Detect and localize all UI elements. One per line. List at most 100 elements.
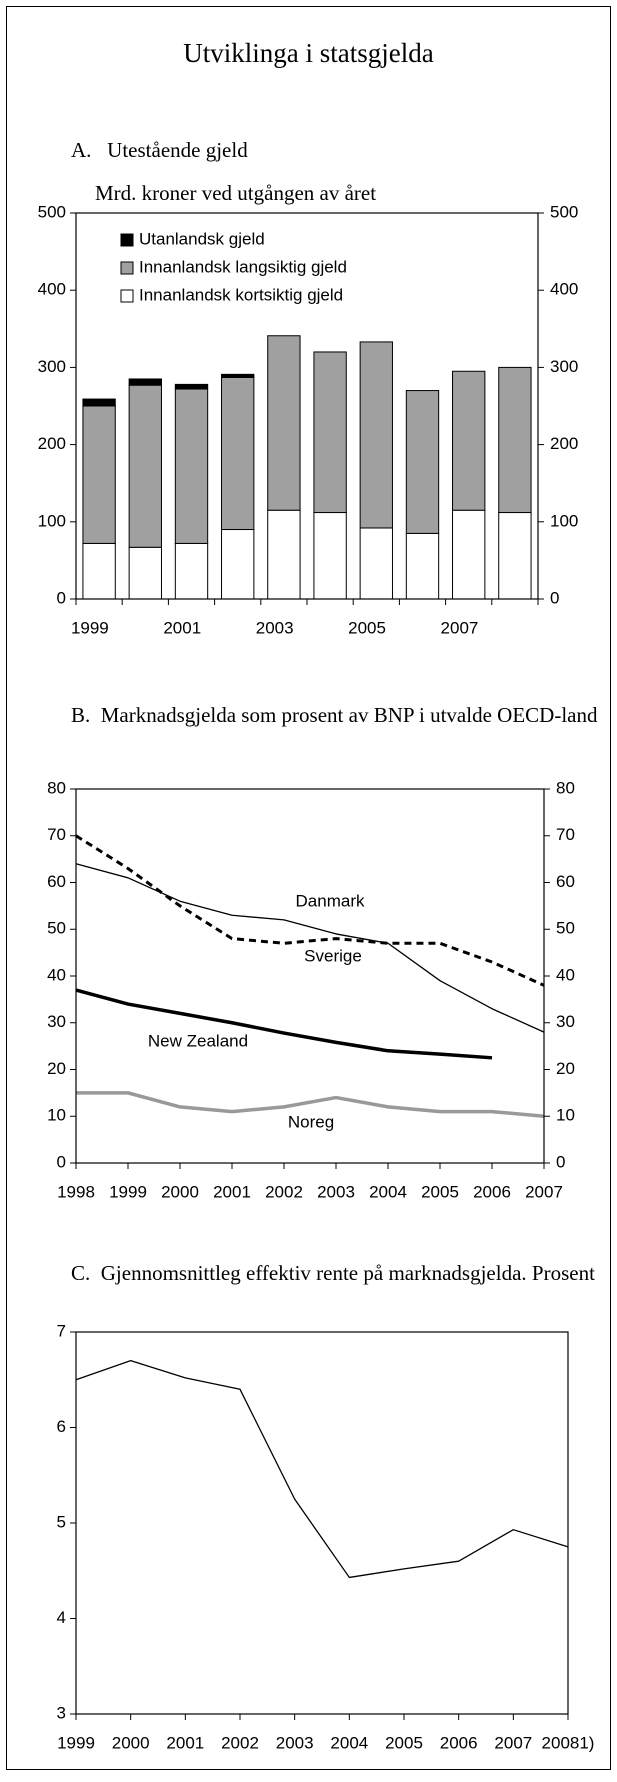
legend-swatch xyxy=(120,261,134,275)
x-tick-label: 2001 xyxy=(213,1182,251,1201)
bar-segment xyxy=(498,366,532,514)
y2-tick-label: 300 xyxy=(550,357,578,376)
y2-tick-label: 10 xyxy=(556,1106,575,1125)
y2-tick-label: 20 xyxy=(556,1059,575,1078)
legend-swatch xyxy=(120,289,134,303)
x-tick-label: 2005 xyxy=(385,1733,423,1752)
x-tick-label: 2007 xyxy=(441,618,479,637)
y2-tick-label: 40 xyxy=(556,965,575,984)
x-tick-label: 2004 xyxy=(330,1733,368,1752)
line xyxy=(76,1091,545,1118)
y-tick-label: 500 xyxy=(38,202,66,221)
x-tick-label: 2003 xyxy=(256,618,294,637)
bar-segment xyxy=(221,373,255,378)
chart-title: A. Utestående gjeld xyxy=(71,138,248,162)
y2-tick-label: 0 xyxy=(556,1152,565,1171)
page-title: Utviklinga i statsgjelda xyxy=(183,38,434,68)
chart-title: B. Marknadsgjelda som prosent av BNP i u… xyxy=(71,703,598,727)
y2-tick-label: 200 xyxy=(550,434,578,453)
y2-tick-label: 30 xyxy=(556,1012,575,1031)
plot-frame xyxy=(75,1331,569,1715)
x-tick-label: 2007 xyxy=(494,1733,532,1752)
bar-segment xyxy=(128,546,162,600)
x-tick-label: 1998 xyxy=(57,1182,95,1201)
bar-segment xyxy=(174,383,209,390)
bar-segment xyxy=(82,542,116,600)
legend-label: Innanlandsk langsiktig gjeld xyxy=(139,257,347,276)
x-tick-label: 2001 xyxy=(166,1733,204,1752)
y2-tick-label: 70 xyxy=(556,825,575,844)
bar-segment xyxy=(267,335,301,511)
chart-title: C. Gjennomsnittleg effektiv rente på mar… xyxy=(71,1261,595,1285)
y-tick-label: 60 xyxy=(47,872,66,891)
x-tick-label: 2007 xyxy=(525,1182,563,1201)
line xyxy=(75,863,545,1033)
y2-tick-label: 100 xyxy=(550,511,578,530)
x-tick-label: 2005 xyxy=(348,618,386,637)
series-label: New Zealand xyxy=(148,1031,248,1050)
bar-segment xyxy=(221,529,255,600)
y2-tick-label: 500 xyxy=(550,202,578,221)
y-tick-label: 10 xyxy=(47,1106,66,1125)
x-tick-label: 1999 xyxy=(109,1182,147,1201)
bar-segment xyxy=(405,390,440,534)
bar-segment xyxy=(82,398,116,407)
y-tick-label: 20 xyxy=(47,1059,66,1078)
x-tick-label: 2005 xyxy=(421,1182,459,1201)
plot-frame xyxy=(75,212,539,600)
y-tick-label: 80 xyxy=(47,778,66,797)
legend-label: Innanlandsk kortsiktig gjeld xyxy=(139,285,343,304)
bar-segment xyxy=(313,512,347,600)
bar-segment xyxy=(359,527,393,600)
y-tick-label: 30 xyxy=(47,1012,66,1031)
y2-tick-label: 0 xyxy=(550,588,559,607)
bar-segment xyxy=(267,509,301,600)
y2-tick-label: 60 xyxy=(556,872,575,891)
x-tick-label: 2000 xyxy=(161,1182,199,1201)
bar-segment xyxy=(405,532,440,600)
x-tick-label: 1999 xyxy=(57,1733,95,1752)
x-tick-label: 1999 xyxy=(71,618,109,637)
x-tick-label: 20081) xyxy=(542,1733,595,1752)
line xyxy=(75,1360,569,1579)
x-tick-label: 2000 xyxy=(112,1733,150,1752)
y-tick-label: 6 xyxy=(57,1417,66,1436)
chart-subtitle: Mrd. kroner ved utgången av året xyxy=(95,181,377,205)
series-label: Noreg xyxy=(288,1112,334,1131)
x-tick-label: 2003 xyxy=(317,1182,355,1201)
x-tick-label: 2006 xyxy=(440,1733,478,1752)
y-tick-label: 3 xyxy=(57,1703,66,1722)
legend-swatch xyxy=(120,233,134,247)
y-tick-label: 50 xyxy=(47,919,66,938)
x-tick-label: 2002 xyxy=(265,1182,303,1201)
y-tick-label: 400 xyxy=(38,280,66,299)
bar-segment xyxy=(313,351,347,514)
bar-segment xyxy=(174,388,209,544)
y2-tick-label: 400 xyxy=(550,280,578,299)
bar-segment xyxy=(498,512,532,600)
plot-frame xyxy=(75,788,545,1164)
bar-segment xyxy=(174,542,209,600)
y-tick-label: 100 xyxy=(38,511,66,530)
x-tick-label: 2003 xyxy=(276,1733,314,1752)
series-label: Danmark xyxy=(296,891,365,910)
y2-tick-label: 50 xyxy=(556,919,575,938)
y-tick-label: 70 xyxy=(47,825,66,844)
y-tick-label: 5 xyxy=(57,1512,66,1531)
line xyxy=(75,834,545,987)
bar-segment xyxy=(221,376,255,531)
bar-segment xyxy=(452,509,486,600)
x-tick-label: 2002 xyxy=(221,1733,259,1752)
y-tick-label: 4 xyxy=(57,1608,66,1627)
y-tick-label: 0 xyxy=(57,588,66,607)
bar-segment xyxy=(128,378,162,386)
y-tick-label: 200 xyxy=(38,434,66,453)
y-tick-label: 7 xyxy=(57,1321,66,1340)
x-tick-label: 2006 xyxy=(473,1182,511,1201)
x-tick-label: 2001 xyxy=(163,618,201,637)
bar-segment xyxy=(359,341,393,529)
bar-segment xyxy=(452,370,486,511)
frame xyxy=(6,6,611,1770)
